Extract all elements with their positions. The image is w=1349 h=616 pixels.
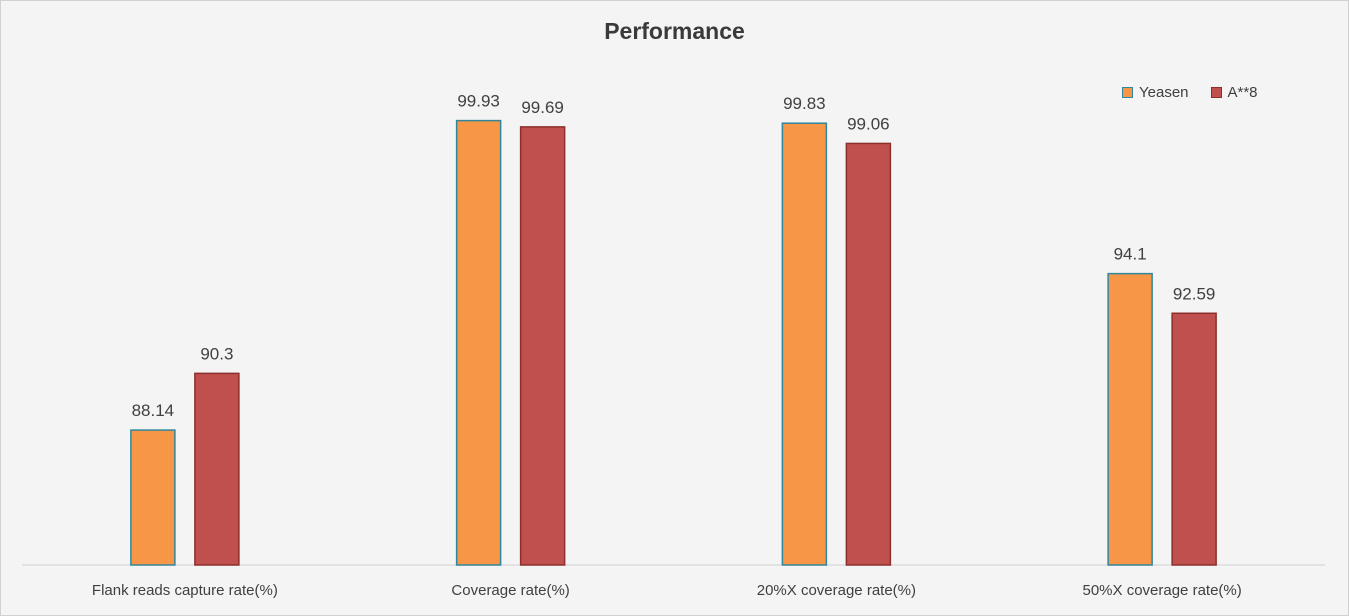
legend-label-yeasen: Yeasen [1139,84,1189,101]
category-label: 20%X coverage rate(%) [757,582,916,599]
legend-label-a8: A**8 [1227,84,1258,101]
category-label: 50%X coverage rate(%) [1083,582,1242,599]
legend-item-yeasen: Yeasen [1122,84,1189,101]
chart-title: Performance [604,18,745,44]
legend-swatch-a8 [1210,87,1222,98]
bar-yeasen-2 [781,122,828,566]
data-label: 99.69 [521,98,564,117]
bar-yeasen-3 [1107,272,1153,566]
data-label: 99.06 [847,114,890,133]
data-label: 99.93 [457,92,500,111]
bar-a-8-3 [1171,312,1217,566]
data-label: 90.3 [200,344,233,363]
legend-swatch-yeasen [1122,87,1133,98]
bar-yeasen-1 [455,119,502,566]
bar-a-8-1 [519,126,566,566]
legend-item-a8: A**8 [1210,84,1258,101]
category-label: Coverage rate(%) [451,582,569,599]
category-label: Flank reads capture rate(%) [92,582,278,599]
bar-yeasen-0 [130,429,176,566]
bar-a-8-2 [845,142,892,566]
data-label: 94.1 [1114,245,1147,264]
data-label: 99.83 [783,94,826,113]
data-label: 88.14 [132,401,175,420]
bar-a-8-0 [194,372,240,566]
legend: Yeasen A**8 [1122,84,1258,101]
data-label: 92.59 [1173,284,1216,303]
